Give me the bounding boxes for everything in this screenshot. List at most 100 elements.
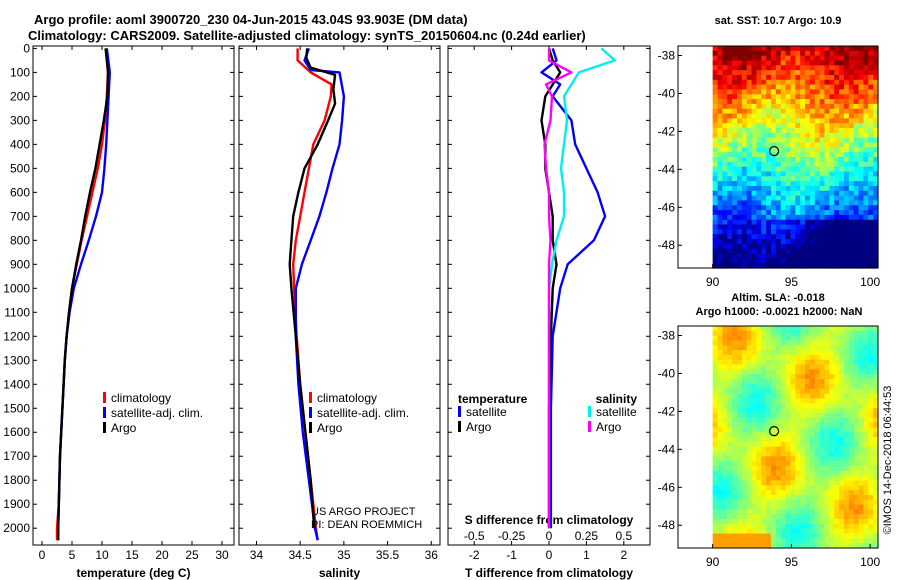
map-cell xyxy=(712,79,719,86)
map-cell xyxy=(819,195,826,202)
map-cell xyxy=(736,485,743,491)
map-cell xyxy=(790,46,796,52)
map-cell xyxy=(732,147,738,153)
legend-label: satellite xyxy=(596,405,637,419)
map-cell xyxy=(712,427,719,433)
map-cell xyxy=(722,55,728,62)
map-cell xyxy=(863,166,869,173)
map-cell xyxy=(756,504,762,510)
map-cell xyxy=(834,465,840,472)
map-cell xyxy=(819,437,826,443)
map-cell xyxy=(858,398,865,404)
map-cell xyxy=(751,219,758,226)
map-cell xyxy=(863,441,869,448)
map-cell xyxy=(795,369,801,375)
map-cell xyxy=(785,543,792,549)
map-cell xyxy=(834,99,840,105)
map-cell xyxy=(848,326,855,332)
map-cell xyxy=(834,70,840,76)
map-cell xyxy=(805,422,811,428)
map-cell xyxy=(722,123,728,129)
map-cell xyxy=(873,461,879,467)
map-cell xyxy=(858,46,865,52)
map-cell xyxy=(756,147,762,153)
map-cell xyxy=(727,74,733,81)
map-cell xyxy=(732,345,738,351)
map-cell xyxy=(805,354,811,361)
map-cell xyxy=(829,239,835,245)
map-cell xyxy=(805,263,811,269)
map-cell xyxy=(712,441,719,448)
map-cell xyxy=(722,118,728,124)
map-cell xyxy=(805,79,811,86)
map-cell xyxy=(843,490,850,496)
map-cell xyxy=(751,258,758,264)
map-cell xyxy=(805,94,811,100)
map-cell xyxy=(819,509,826,515)
map-cell xyxy=(834,248,840,255)
map-cell xyxy=(839,103,845,110)
map-cell xyxy=(795,128,801,134)
map-cell xyxy=(766,393,772,399)
map-cell xyxy=(819,514,826,520)
map-cell xyxy=(727,65,733,71)
map-cell xyxy=(771,263,777,269)
map-cell xyxy=(829,480,835,486)
map-cell xyxy=(775,263,782,269)
map-cell xyxy=(843,403,850,409)
map-cell xyxy=(775,118,782,124)
map-cell xyxy=(795,253,801,259)
map-cell xyxy=(741,253,748,259)
map-cell xyxy=(829,340,835,346)
map-cell xyxy=(863,50,869,57)
map-cell xyxy=(732,485,738,491)
map-cell xyxy=(829,359,835,366)
map-cell xyxy=(717,239,723,245)
map-cell xyxy=(756,354,762,361)
map-cell xyxy=(819,417,826,424)
map-cell xyxy=(756,523,762,530)
map-cell xyxy=(722,234,728,240)
map-cell xyxy=(829,475,835,482)
map-cell xyxy=(790,335,796,342)
map-cell xyxy=(717,533,723,539)
map-cell xyxy=(775,103,782,110)
map-cell xyxy=(712,161,719,168)
map-cell xyxy=(717,55,723,62)
map-cell xyxy=(843,451,850,457)
map-cell xyxy=(839,99,845,105)
map-cell xyxy=(863,330,869,337)
map-cell xyxy=(790,475,796,482)
map-cell xyxy=(775,340,782,346)
map-cell xyxy=(761,142,767,148)
map-cell xyxy=(800,422,806,428)
map-cell xyxy=(809,523,816,530)
map-cell xyxy=(727,345,733,351)
map-cell xyxy=(795,374,801,380)
map-cell xyxy=(839,171,845,177)
map-cell xyxy=(814,152,821,158)
map-cell xyxy=(819,137,826,144)
map-cell xyxy=(795,412,801,419)
map-cell xyxy=(712,437,719,443)
map-cell xyxy=(863,490,869,496)
map-cell xyxy=(790,456,796,462)
map-cell xyxy=(839,219,845,226)
map-cell xyxy=(746,79,753,86)
map-cell xyxy=(717,176,723,182)
map-cell xyxy=(771,166,777,173)
map-cell xyxy=(756,456,762,462)
map-cell xyxy=(858,465,865,472)
map-cell xyxy=(858,451,865,457)
map-cell xyxy=(780,374,787,380)
map-cell xyxy=(766,499,772,506)
map-cell xyxy=(805,504,811,510)
map-cell xyxy=(868,359,874,366)
map-cell xyxy=(868,200,874,206)
map-cell xyxy=(756,65,762,71)
x-tick-label: -1 xyxy=(506,548,517,562)
map-cell xyxy=(819,94,826,100)
map-cell xyxy=(805,345,811,351)
map-cell xyxy=(834,137,840,144)
map-cell xyxy=(863,374,869,380)
